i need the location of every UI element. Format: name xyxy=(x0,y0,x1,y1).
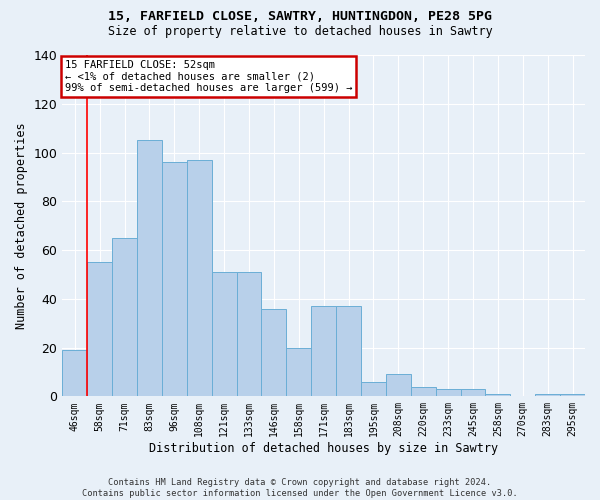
Y-axis label: Number of detached properties: Number of detached properties xyxy=(15,122,28,329)
Bar xyxy=(311,306,336,396)
Bar xyxy=(286,348,311,397)
Bar xyxy=(212,272,236,396)
Bar xyxy=(461,389,485,396)
Bar xyxy=(112,238,137,396)
Bar xyxy=(262,308,286,396)
Bar xyxy=(336,306,361,396)
Bar xyxy=(535,394,560,396)
Bar xyxy=(162,162,187,396)
X-axis label: Distribution of detached houses by size in Sawtry: Distribution of detached houses by size … xyxy=(149,442,498,455)
Bar xyxy=(236,272,262,396)
Text: Contains HM Land Registry data © Crown copyright and database right 2024.
Contai: Contains HM Land Registry data © Crown c… xyxy=(82,478,518,498)
Bar xyxy=(62,350,87,397)
Text: 15 FARFIELD CLOSE: 52sqm
← <1% of detached houses are smaller (2)
99% of semi-de: 15 FARFIELD CLOSE: 52sqm ← <1% of detach… xyxy=(65,60,352,93)
Bar xyxy=(386,374,411,396)
Bar xyxy=(187,160,212,396)
Bar xyxy=(87,262,112,396)
Bar xyxy=(137,140,162,396)
Bar xyxy=(436,389,461,396)
Text: Size of property relative to detached houses in Sawtry: Size of property relative to detached ho… xyxy=(107,25,493,38)
Bar xyxy=(560,394,585,396)
Bar xyxy=(411,386,436,396)
Bar xyxy=(485,394,511,396)
Text: 15, FARFIELD CLOSE, SAWTRY, HUNTINGDON, PE28 5PG: 15, FARFIELD CLOSE, SAWTRY, HUNTINGDON, … xyxy=(108,10,492,23)
Bar xyxy=(361,382,386,396)
